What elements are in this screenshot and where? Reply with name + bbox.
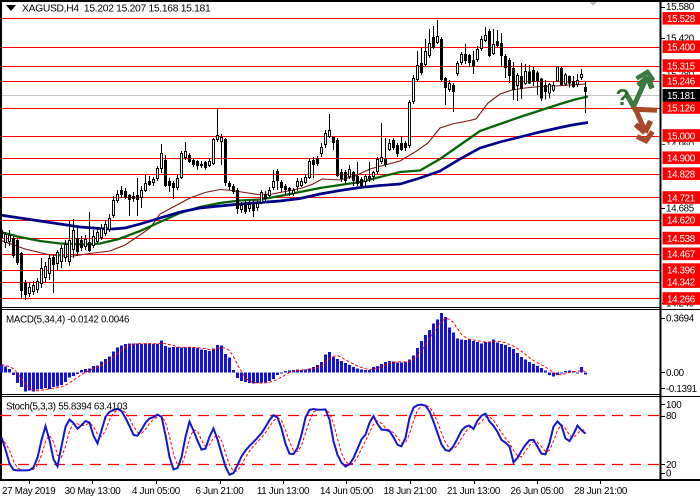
svg-text:14 Jun 05:00: 14 Jun 05:00 (320, 486, 374, 497)
svg-text:15.280: 15.280 (666, 70, 695, 81)
svg-text:100: 100 (666, 400, 682, 411)
svg-text:14.342: 14.342 (667, 277, 695, 288)
svg-text:15.246: 15.246 (667, 77, 696, 88)
svg-text:21 Jun 13:00: 21 Jun 13:00 (447, 486, 501, 497)
svg-text:28 Jun 21:00: 28 Jun 21:00 (574, 486, 628, 497)
svg-text:-0.1391: -0.1391 (666, 384, 697, 395)
svg-text:14.266: 14.266 (667, 294, 696, 305)
svg-text:15.420: 15.420 (666, 34, 695, 45)
svg-text:14.396: 14.396 (667, 265, 696, 276)
svg-text:14.620: 14.620 (667, 216, 696, 227)
svg-text:14.900: 14.900 (667, 154, 696, 165)
svg-text:14.538: 14.538 (667, 234, 696, 245)
svg-text:6 Jun 21:00: 6 Jun 21:00 (196, 486, 245, 497)
svg-text:0: 0 (666, 469, 672, 480)
svg-text:XAGUSD,H4 15.202 15.207 15.16: XAGUSD,H4 15.202 15.207 15.168 15.181 (22, 4, 211, 15)
svg-text:?: ? (616, 84, 630, 110)
svg-text:14.828: 14.828 (667, 170, 696, 181)
svg-text:20: 20 (666, 460, 677, 471)
svg-text:15.528: 15.528 (667, 14, 696, 25)
svg-text:15.000: 15.000 (667, 131, 696, 142)
svg-text:26 Jun 05:00: 26 Jun 05:00 (510, 486, 564, 497)
svg-text:27 May 2019: 27 May 2019 (2, 486, 55, 497)
svg-text:15.315: 15.315 (667, 61, 696, 72)
svg-text:14.721: 14.721 (667, 193, 695, 204)
svg-text:15.400: 15.400 (667, 43, 696, 54)
svg-text:15.580: 15.580 (666, 2, 695, 13)
svg-text:14.685: 14.685 (666, 203, 695, 214)
svg-text:14.467: 14.467 (667, 250, 695, 261)
svg-text:0.00: 0.00 (666, 368, 685, 379)
svg-text:15.181: 15.181 (667, 91, 695, 102)
svg-text:Stoch(5,3,3) 55.8394 63.4103: Stoch(5,3,3) 55.8394 63.4103 (6, 402, 128, 413)
svg-text:18 Jun 21:00: 18 Jun 21:00 (383, 486, 437, 497)
svg-text:30 May 13:00: 30 May 13:00 (65, 486, 122, 497)
svg-text:11 Jun 13:00: 11 Jun 13:00 (257, 486, 310, 497)
svg-text:0.3694: 0.3694 (666, 314, 695, 325)
svg-text:MACD(5,34,4) -0.0142 0.0046: MACD(5,34,4) -0.0142 0.0046 (6, 315, 130, 326)
svg-text:80: 80 (666, 411, 677, 422)
svg-text:15.126: 15.126 (667, 103, 696, 114)
svg-text:4 Jun 05:00: 4 Jun 05:00 (132, 486, 181, 497)
svg-text:14.960: 14.960 (666, 140, 695, 151)
